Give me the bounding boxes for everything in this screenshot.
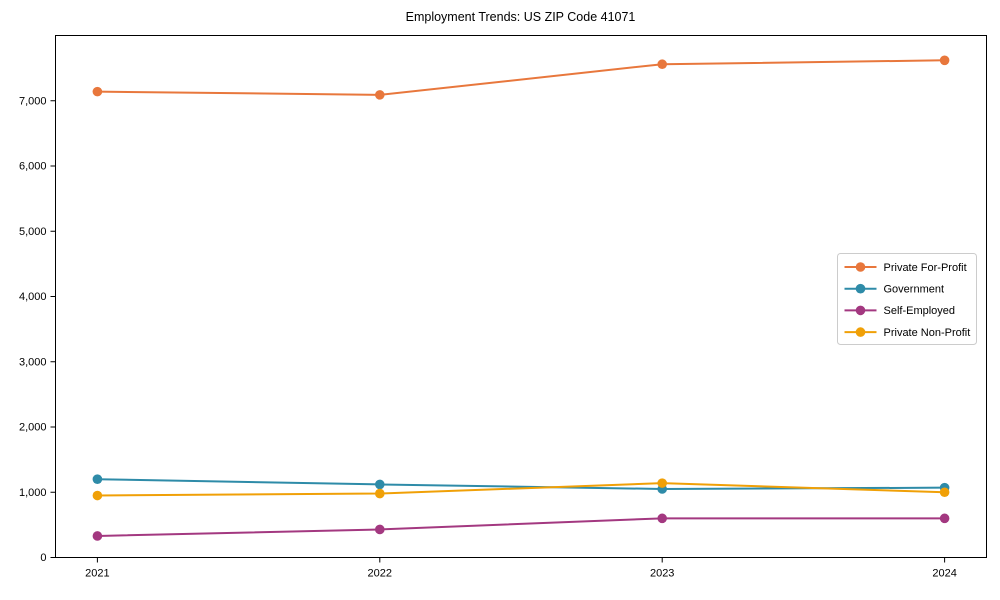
legend-box [837,253,977,345]
data-point-private-for-profit [939,55,950,66]
data-point-self-employed [374,524,385,535]
data-point-private-non-profit [374,488,385,499]
series-line-private-non-profit [97,482,945,497]
y-tick-label: 1,000 [19,487,47,499]
data-point-private-non-profit [657,478,668,488]
data-point-private-for-profit [657,59,668,70]
legend-label: Private Non-Profit [884,327,971,339]
x-tick-label: 2023 [650,568,674,580]
legend-swatch-marker [855,305,866,316]
y-tick-label: 4,000 [19,291,47,303]
legend-item-government: Government [844,283,945,296]
legend-label: Government [884,284,945,296]
legend-item-private-non-profit: Private Non-Profit [844,327,971,339]
data-point-government [92,474,103,485]
legend-swatch-marker [855,283,866,294]
data-point-private-non-profit [939,487,950,498]
series-line-private-for-profit [97,59,945,96]
x-tick-label: 2024 [932,568,956,580]
data-point-private-for-profit [92,86,103,97]
y-tick-label: 0 [40,552,46,564]
y-tick-label: 7,000 [19,95,47,107]
y-tick-label: 2,000 [19,422,47,434]
legend-item-self-employed: Self-Employed [844,305,956,317]
y-tick-label: 5,000 [19,226,47,238]
y-tick-label: 6,000 [19,161,47,173]
x-tick-label: 2022 [368,568,392,580]
legend-swatch-marker [855,327,866,337]
chart-title: Employment Trends: US ZIP Code 41071 [405,10,636,24]
data-point-private-non-profit [92,490,103,501]
data-point-government [374,479,385,490]
legend-item-private-for-profit: Private For-Profit [844,262,967,274]
x-tick-label: 2021 [85,568,109,580]
data-point-self-employed [939,513,950,524]
y-tick-label: 3,000 [19,356,47,368]
legend-label: Self-Employed [884,305,956,317]
data-point-self-employed [657,513,668,524]
legend-swatch-marker [855,262,866,272]
legend: Private For-Profit Government Self-Employe… [837,253,977,345]
data-point-private-for-profit [374,90,385,100]
legend-label: Private For-Profit [884,262,967,274]
data-point-self-employed [92,531,103,541]
series-line-self-employed [97,517,945,537]
